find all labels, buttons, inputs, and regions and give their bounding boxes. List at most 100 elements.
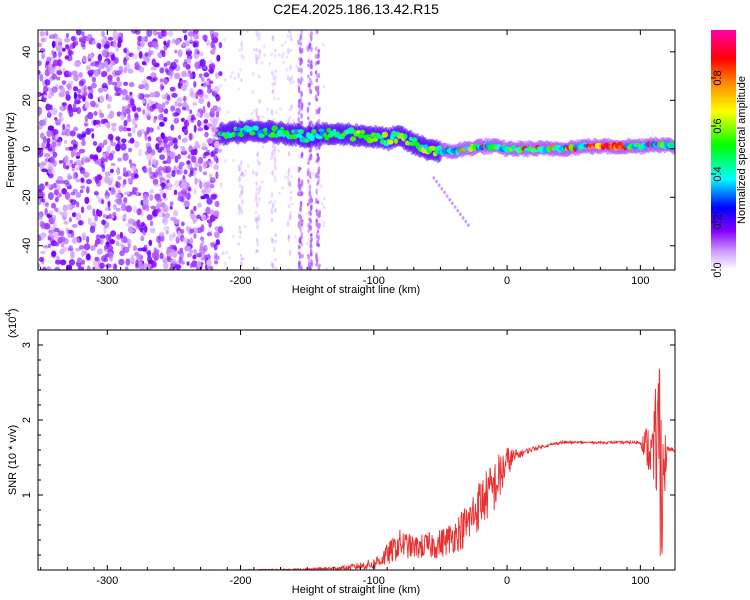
noise-speckle	[193, 249, 196, 254]
faint-speckle	[242, 56, 245, 60]
noise-speckle	[116, 77, 120, 81]
noise-speckle	[79, 167, 83, 171]
diagonal-streak	[456, 209, 459, 213]
noise-speckle	[107, 201, 110, 208]
interference-speckle	[300, 67, 303, 72]
noise-speckle	[192, 102, 197, 106]
interference-speckle	[257, 57, 260, 61]
interference-speckle	[310, 71, 313, 76]
noise-speckle	[51, 203, 56, 209]
noise-speckle	[204, 119, 209, 124]
interference-speckle	[298, 112, 301, 115]
noise-speckle	[167, 156, 172, 164]
y-tick-label: -20	[21, 189, 33, 205]
noise-speckle	[68, 185, 73, 189]
noise-speckle	[66, 33, 69, 38]
noise-speckle	[135, 259, 139, 267]
noise-speckle	[107, 104, 112, 109]
noise-speckle	[207, 123, 212, 127]
faint-speckle	[281, 43, 284, 47]
noise-speckle	[175, 264, 182, 269]
faint-speckle	[282, 61, 285, 65]
noise-speckle	[167, 136, 173, 141]
interference-speckle	[274, 240, 277, 244]
interference-speckle	[273, 97, 276, 101]
noise-speckle	[186, 192, 191, 200]
noise-speckle	[149, 189, 154, 193]
noise-speckle	[125, 108, 130, 114]
faint-speckle	[268, 62, 271, 66]
noise-speckle	[94, 242, 97, 247]
noise-speckle	[210, 177, 216, 183]
noise-speckle	[154, 116, 158, 120]
noise-speckle	[121, 143, 127, 151]
faint-speckle	[275, 111, 278, 115]
noise-speckle	[48, 67, 55, 74]
noise-speckle	[165, 100, 169, 104]
noise-speckle	[116, 182, 121, 189]
noise-speckle	[128, 148, 132, 153]
noise-speckle	[182, 29, 187, 34]
noise-speckle	[183, 137, 188, 142]
noise-speckle	[147, 214, 153, 220]
interference-speckle	[274, 200, 277, 203]
noise-speckle	[156, 103, 162, 109]
noise-speckle	[193, 206, 196, 211]
faint-speckle	[255, 250, 258, 254]
noise-speckle	[156, 236, 161, 243]
faint-speckle	[277, 97, 280, 101]
faint-speckle	[258, 37, 261, 41]
noise-speckle	[124, 192, 130, 196]
interference-speckle	[271, 52, 274, 57]
noise-speckle	[104, 176, 109, 184]
noise-speckle	[43, 37, 47, 42]
noise-speckle	[98, 63, 101, 71]
noise-speckle	[191, 149, 196, 155]
noise-speckle	[79, 81, 84, 87]
noise-speckle	[190, 93, 196, 99]
noise-speckle	[163, 41, 166, 46]
colorbar-tick-label: 0.4	[712, 166, 724, 181]
noise-speckle	[167, 40, 170, 45]
noise-speckle	[83, 91, 87, 96]
faint-speckle	[292, 119, 295, 123]
interference-speckle	[274, 178, 277, 182]
interference-speckle	[309, 190, 312, 197]
y-tick-label: -40	[21, 238, 33, 254]
faint-speckle	[253, 109, 256, 113]
noise-speckle	[92, 40, 97, 44]
noise-speckle	[89, 73, 93, 77]
noise-speckle	[93, 111, 97, 116]
noise-speckle	[170, 249, 175, 253]
noise-speckle	[184, 169, 188, 174]
noise-speckle	[109, 111, 114, 119]
noise-speckle	[183, 96, 187, 102]
faint-speckle	[256, 153, 259, 157]
noise-speckle	[210, 49, 215, 55]
noise-speckle	[187, 253, 192, 258]
noise-speckle	[153, 77, 158, 81]
noise-speckle	[99, 263, 104, 269]
noise-speckle	[94, 191, 99, 195]
noise-speckle	[148, 260, 153, 264]
faint-speckle	[309, 88, 312, 92]
noise-speckle	[152, 252, 158, 259]
snr-panel: -300 -200 -100 0 100123 Height of straight l…	[4, 308, 675, 596]
noise-speckle	[147, 146, 152, 154]
noise-speckle	[132, 187, 137, 195]
noise-speckle	[87, 112, 93, 119]
noise-speckle	[102, 50, 107, 57]
noise-speckle	[43, 86, 48, 93]
faint-speckle	[224, 262, 227, 266]
noise-speckle	[54, 189, 59, 195]
noise-speckle	[177, 97, 183, 102]
noise-speckle	[82, 96, 85, 101]
noise-speckle	[170, 206, 173, 210]
interference-speckle	[307, 64, 310, 67]
noise-speckle	[84, 85, 87, 91]
faint-speckle	[232, 159, 235, 163]
noise-speckle	[90, 226, 95, 234]
interference-speckle	[299, 241, 302, 244]
noise-speckle	[185, 40, 190, 46]
noise-speckle	[56, 44, 61, 52]
